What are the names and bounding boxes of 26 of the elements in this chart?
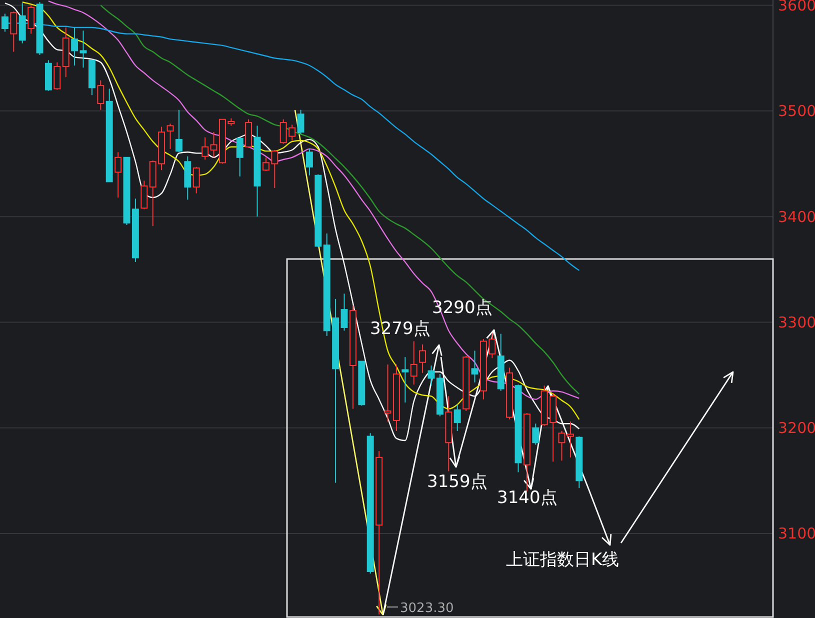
y-tick-label: 3200 [778, 419, 815, 438]
y-tick-label: 3500 [778, 102, 815, 120]
candlestick [71, 26, 78, 66]
candlestick [445, 396, 452, 472]
candlestick [376, 450, 383, 616]
candlestick [471, 350, 478, 383]
annotation: 上证指数日K线 [506, 550, 620, 570]
candlestick [428, 365, 435, 386]
candlestick [254, 125, 261, 218]
annotation: 3140点 [497, 488, 558, 508]
y-tick-label: 3400 [778, 208, 815, 226]
y-tick-label: 3100 [778, 524, 815, 543]
candlestick [62, 26, 70, 78]
candlestick [384, 364, 392, 422]
candlestick [402, 356, 409, 403]
y-tick-label: 3300 [778, 313, 815, 332]
annotation: 3159点 [427, 472, 488, 492]
candlestick [566, 421, 574, 458]
candlestick [18, 2, 26, 44]
candlestick [210, 132, 218, 158]
candlestick [392, 364, 400, 432]
candlestick [454, 404, 461, 432]
candlestick [80, 30, 87, 68]
candlestick [410, 340, 418, 386]
annotation: 3023.30 [400, 601, 454, 616]
candlestick [114, 152, 122, 198]
